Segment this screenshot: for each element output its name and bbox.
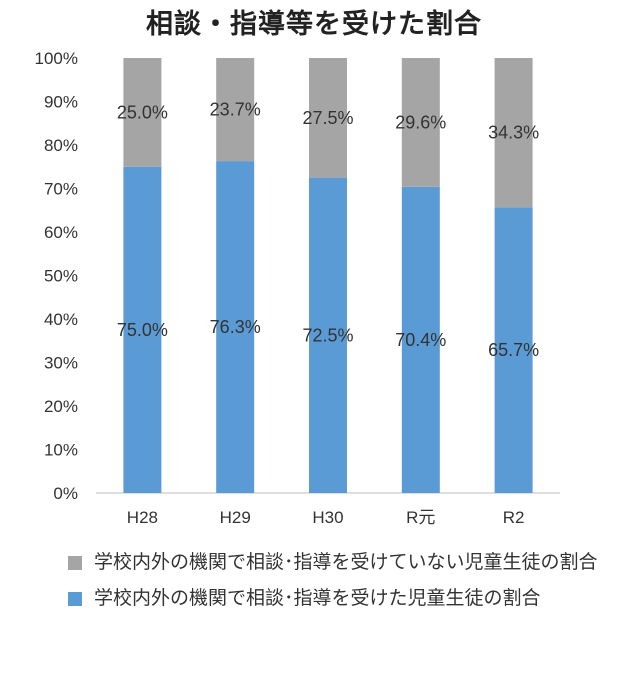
- y-tick-label: 20%: [44, 397, 78, 416]
- data-label-not-received: 27.5%: [302, 108, 353, 128]
- bar-received: [216, 161, 255, 493]
- bar-not-received: [123, 58, 162, 167]
- legend: 学校内外の機関で相談･指導を受けていない児童生徒の割合 学校内外の機関で相談･指…: [68, 546, 608, 618]
- x-tick-label: H28: [127, 508, 158, 527]
- legend-swatch-gray: [68, 556, 82, 570]
- y-tick-label: 40%: [44, 310, 78, 329]
- legend-item-not-received: 学校内外の機関で相談･指導を受けていない児童生徒の割合: [68, 546, 608, 578]
- data-label-not-received: 25.0%: [117, 102, 168, 122]
- y-tick-label: 70%: [44, 180, 78, 199]
- data-label-not-received: 34.3%: [488, 123, 539, 143]
- legend-swatch-blue: [68, 592, 82, 606]
- bar-not-received: [494, 58, 533, 208]
- bar-not-received: [216, 58, 255, 162]
- bars: [123, 58, 533, 493]
- legend-item-received: 学校内外の機関で相談･指導を受けた児童生徒の割合: [68, 582, 608, 614]
- stacked-bar-chart: 0% 10% 20% 30% 40% 50% 60% 70% 80% 90% 100% 75.0% 2…: [35, 49, 560, 527]
- y-tick-label: 60%: [44, 223, 78, 242]
- y-tick-label: 30%: [44, 354, 78, 373]
- y-tick-label: 80%: [44, 136, 78, 155]
- bar-not-received: [401, 58, 440, 187]
- data-label-received: 65.7%: [488, 340, 539, 360]
- data-label-received: 76.3%: [210, 317, 261, 337]
- bar-received: [123, 166, 162, 493]
- x-tick-label: R元: [406, 508, 435, 527]
- x-tick-label: R2: [503, 508, 525, 527]
- data-labels: 75.0% 25.0% 76.3% 23.7% 72.5% 27.5% 70.4% 29.6%…: [117, 100, 539, 361]
- x-tick-label: H30: [312, 508, 343, 527]
- y-tick-label: 90%: [44, 93, 78, 112]
- data-label-not-received: 23.7%: [210, 100, 261, 120]
- y-tick-label: 100%: [35, 49, 78, 68]
- y-tick-label: 50%: [44, 267, 78, 286]
- legend-label-not-received: 学校内外の機関で相談･指導を受けていない児童生徒の割合: [94, 551, 598, 573]
- legend-label-received: 学校内外の機関で相談･指導を受けた児童生徒の割合: [94, 587, 541, 609]
- y-tick-label: 10%: [44, 441, 78, 460]
- x-axis-ticks: H28 H29 H30 R元 R2: [127, 508, 525, 527]
- bar-received: [401, 186, 440, 493]
- data-label-received: 70.4%: [395, 330, 446, 350]
- y-tick-label: 0%: [53, 484, 78, 503]
- data-label-not-received: 29.6%: [395, 112, 446, 132]
- data-label-received: 72.5%: [302, 325, 353, 345]
- x-tick-label: H29: [220, 508, 251, 527]
- bar-received: [494, 207, 533, 493]
- bar-not-received: [309, 58, 347, 178]
- y-axis-ticks: 0% 10% 20% 30% 40% 50% 60% 70% 80% 90% 100%: [35, 49, 78, 503]
- data-label-received: 75.0%: [117, 320, 168, 340]
- bar-received: [309, 177, 347, 493]
- chart-title: 相談・指導等を受けた割合: [146, 9, 482, 40]
